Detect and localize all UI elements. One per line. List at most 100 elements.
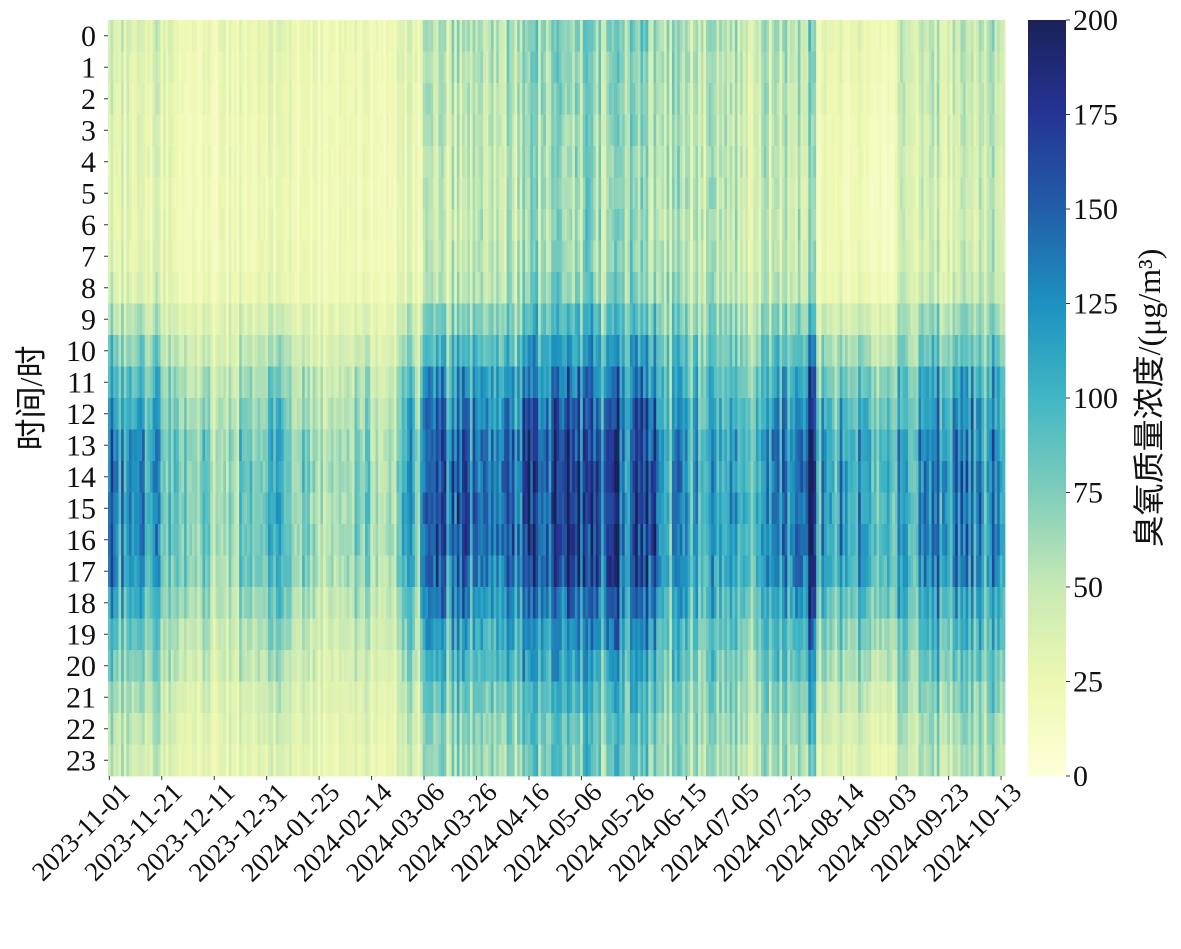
heatmap-cell [309,335,313,367]
heatmap-cell [532,713,536,745]
heatmap-cell [559,555,563,588]
heatmap-cell [312,51,316,84]
heatmap-cell [228,83,232,115]
heatmap-cell [365,618,369,651]
heatmap-cell [598,146,602,178]
heatmap-cell [118,83,122,115]
heatmap-cell [643,713,647,745]
heatmap-cell [299,114,303,147]
heatmap-cell [357,650,361,682]
heatmap-cell [383,650,387,682]
heatmap-cell [493,429,497,462]
heatmap-cell [574,650,578,682]
heatmap-cell [569,20,573,52]
heatmap-cell [464,492,468,525]
heatmap-cell [236,366,240,399]
heatmap-cell [490,83,494,115]
heatmap-cell [577,114,581,147]
heatmap-cell [535,20,539,52]
heatmap-cell [441,713,445,745]
heatmap-cell [338,524,342,556]
heatmap-cell [288,83,292,115]
heatmap-cell [540,335,544,367]
heatmap-cell [483,240,487,273]
heatmap-cell [601,681,605,714]
heatmap-cell [548,335,552,367]
heatmap-cell [645,461,649,493]
heatmap-cell [559,650,563,682]
heatmap-cell [252,587,256,619]
heatmap-cell [262,555,266,588]
heatmap-cell [598,398,602,430]
heatmap-cell [226,114,230,147]
heatmap-cell [519,303,523,336]
heatmap-cell [462,114,466,147]
heatmap-cell [333,303,337,336]
heatmap-cell [165,114,169,147]
heatmap-cell [351,335,355,367]
heatmap-cell [286,618,290,651]
heatmap-cell [325,83,329,115]
heatmap-cell [417,177,421,210]
heatmap-cell [113,240,117,273]
heatmap-cell [601,650,605,682]
heatmap-cell [561,272,565,304]
heatmap-cell [543,177,547,210]
heatmap-cell [357,713,361,745]
heatmap-cell [184,114,188,147]
heatmap-cell [155,555,159,588]
heatmap-cell [312,177,316,210]
heatmap-cell [509,335,513,367]
heatmap-cell [430,177,434,210]
heatmap-cell [530,744,534,777]
heatmap-cell [149,618,153,651]
heatmap-cell [244,20,248,52]
heatmap-cell [299,524,303,556]
heatmap-cell [110,681,114,714]
heatmap-cell [265,681,269,714]
heatmap-cell [519,492,523,525]
heatmap-cell [315,51,319,84]
heatmap-cell [362,587,366,619]
heatmap-cell [254,83,258,115]
heatmap-cell [446,744,450,777]
heatmap-cell [370,303,374,336]
heatmap-cell [480,524,484,556]
heatmap-cell [155,272,159,304]
heatmap-cell [396,177,400,210]
heatmap-cell [490,272,494,304]
heatmap-cell [330,492,334,525]
heatmap-cell [530,209,534,241]
heatmap-cell [168,20,172,52]
heatmap-cell [231,744,235,777]
heatmap-cell [569,429,573,462]
heatmap-cell [622,20,626,52]
heatmap-cell [475,713,479,745]
heatmap-cell [302,429,306,462]
heatmap-cell [362,713,366,745]
heatmap-cell [624,398,628,430]
heatmap-cell [252,492,256,525]
heatmap-cell [611,524,615,556]
heatmap-cell [108,555,112,588]
heatmap-cell [580,587,584,619]
heatmap-cell [462,587,466,619]
heatmap-cell [559,713,563,745]
heatmap-cell [393,618,397,651]
heatmap-cell [252,461,256,493]
heatmap-cell [532,83,536,115]
heatmap-cell [260,524,264,556]
heatmap-cell [551,618,555,651]
heatmap-cell [477,177,481,210]
heatmap-cell [582,51,586,84]
heatmap-cell [341,713,345,745]
heatmap-cell [603,51,607,84]
heatmap-cell [152,555,156,588]
heatmap-cell [257,272,261,304]
heatmap-cell [178,240,182,273]
heatmap-cell [207,492,211,525]
heatmap-cell [427,366,431,399]
heatmap-cell [189,51,193,84]
heatmap-cell [640,524,644,556]
heatmap-cell [197,114,201,147]
